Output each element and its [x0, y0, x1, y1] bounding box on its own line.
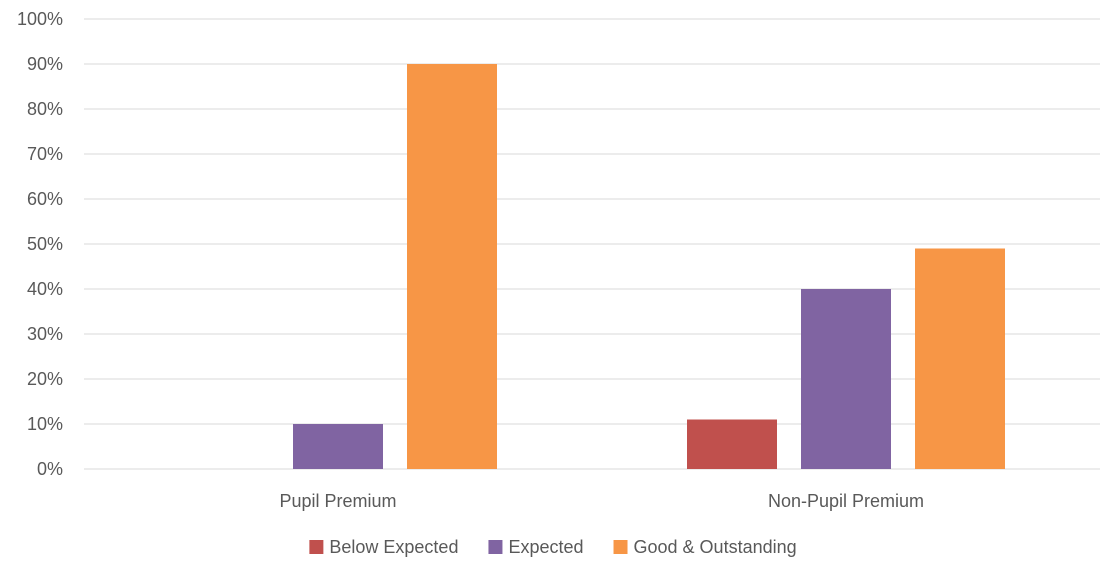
x-axis-category-labels: Pupil Premium Non-Pupil Premium	[279, 491, 924, 511]
legend-label: Below Expected	[329, 537, 458, 557]
legend-swatch	[613, 540, 628, 554]
y-tick-label: 30%	[27, 324, 63, 344]
legend-swatch	[488, 540, 503, 554]
y-tick-label: 90%	[27, 54, 63, 74]
bar-non-pupil-premium-below-expected	[687, 419, 777, 469]
bars	[293, 64, 1005, 469]
bar-non-pupil-premium-expected	[801, 289, 891, 469]
bar-non-pupil-premium-good-outstanding	[915, 248, 1005, 469]
y-tick-label: 100%	[17, 9, 63, 29]
y-axis-tick-labels: 0% 10% 20% 30% 40% 50% 60% 70% 80% 90% 100%	[17, 9, 63, 479]
x-category-label: Pupil Premium	[279, 491, 396, 511]
y-tick-label: 60%	[27, 189, 63, 209]
y-tick-label: 80%	[27, 99, 63, 119]
y-tick-label: 40%	[27, 279, 63, 299]
legend-label: Expected	[508, 537, 583, 557]
legend: Below Expected Expected Good & Outstanding	[309, 537, 797, 557]
y-tick-label: 70%	[27, 144, 63, 164]
gridlines	[84, 18, 1100, 470]
bar-pupil-premium-good-outstanding	[407, 64, 497, 469]
y-tick-label: 20%	[27, 369, 63, 389]
y-tick-label: 0%	[37, 459, 63, 479]
y-tick-label: 10%	[27, 414, 63, 434]
bar-pupil-premium-expected	[293, 424, 383, 469]
y-tick-label: 50%	[27, 234, 63, 254]
legend-label: Good & Outstanding	[634, 537, 797, 557]
x-category-label: Non-Pupil Premium	[768, 491, 924, 511]
legend-swatch	[309, 540, 324, 554]
